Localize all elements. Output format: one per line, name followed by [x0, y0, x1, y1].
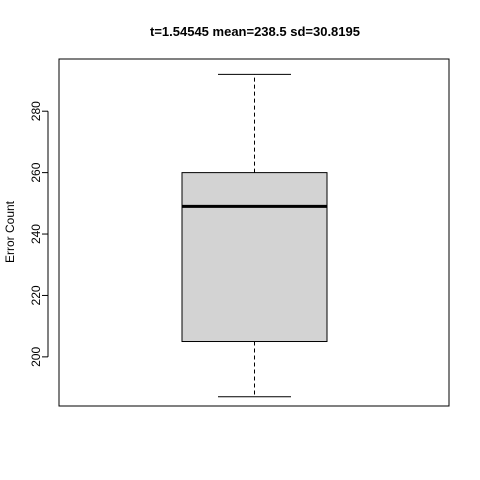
y-tick-label: 240 [29, 224, 43, 244]
y-tick-label: 220 [29, 285, 43, 305]
interquartile-box [181, 172, 328, 343]
y-tick-label: 260 [29, 162, 43, 182]
box-plot [181, 73, 328, 398]
plot-frame [58, 58, 450, 407]
chart-title: t=1.54545 mean=238.5 sd=30.8195 [150, 24, 360, 39]
y-axis-label: Error Count [3, 200, 17, 263]
y-axis: 200 220 240 260 280 [29, 101, 49, 367]
y-tick-label: 200 [29, 347, 43, 367]
y-tick-label: 280 [29, 101, 43, 121]
